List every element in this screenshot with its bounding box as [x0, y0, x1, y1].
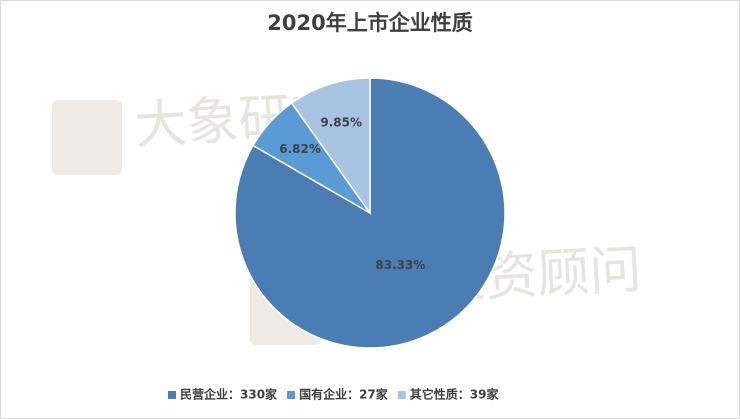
legend-swatch — [287, 391, 296, 399]
legend: 民营企业：330家 国有企业：27家 其它性质：39家 — [168, 387, 499, 402]
chart-title: 2020年上市企业性质 — [267, 11, 472, 35]
pie: 83.33% 6.82% 9.85% — [234, 77, 506, 349]
watermark-logo — [52, 100, 122, 175]
legend-label: 其它性质：39家 — [410, 387, 500, 402]
legend-swatch — [397, 391, 406, 399]
legend-swatch — [168, 391, 176, 399]
data-label: 6.82% — [279, 142, 321, 156]
legend-label: 国有企业：27家 — [299, 387, 389, 402]
legend-label: 民营企业：330家 — [180, 387, 278, 402]
pie-slice — [290, 77, 371, 216]
data-label: 83.33% — [375, 258, 425, 272]
data-label: 9.85% — [320, 115, 362, 129]
